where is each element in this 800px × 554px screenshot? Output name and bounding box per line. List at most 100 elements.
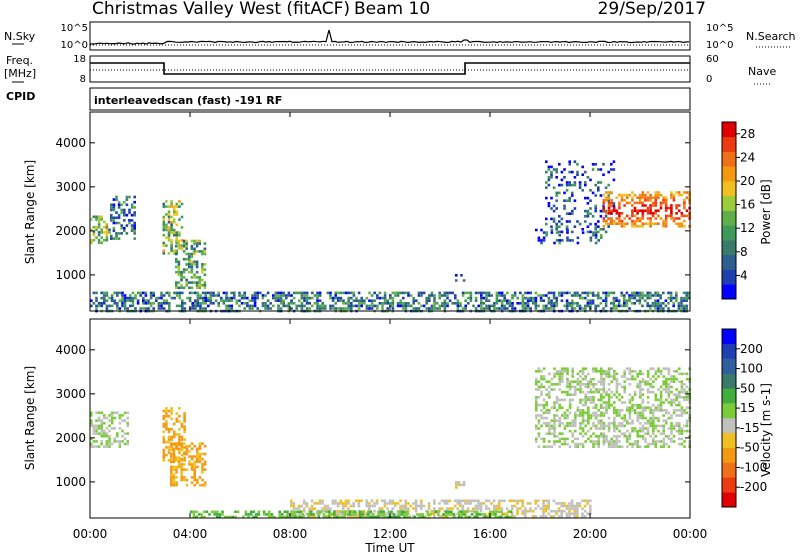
- heatmap-cell: [133, 211, 136, 214]
- heatmap-cell: [594, 307, 597, 310]
- heatmap-cell: [628, 442, 632, 446]
- heatmap-cell: [631, 214, 634, 218]
- heatmap-cell: [571, 191, 574, 195]
- heatmap-cell: [97, 302, 101, 305]
- heatmap-cell: [203, 468, 207, 471]
- heatmap-cell: [594, 406, 598, 409]
- heatmap-cell: [565, 515, 569, 518]
- heatmap-cell: [490, 304, 493, 308]
- heatmap-cell: [672, 219, 676, 223]
- heatmap-cell: [368, 304, 371, 308]
- heatmap-cell: [97, 215, 101, 219]
- heatmap-cell: [217, 302, 220, 305]
- heatmap-cell: [188, 296, 192, 300]
- heatmap-cell: [576, 220, 579, 223]
- heatmap-cell: [636, 299, 639, 302]
- heatmap-cell: [652, 422, 655, 425]
- heatmap-cell: [492, 504, 496, 508]
- heatmap-cell: [108, 445, 111, 448]
- heatmap-cell: [175, 231, 179, 234]
- heatmap-cell: [317, 515, 320, 519]
- heatmap-cell: [195, 260, 199, 264]
- heatmap-cell: [343, 510, 346, 514]
- heatmap-cell: [664, 304, 668, 308]
- heatmap-cell: [235, 302, 239, 305]
- heatmap-cell: [566, 236, 569, 240]
- heatmap-cell: [574, 419, 577, 422]
- heatmap-cell: [403, 510, 406, 514]
- heatmap-cell: [344, 499, 348, 503]
- heatmap-cell: [118, 445, 122, 448]
- heatmap-cell: [464, 304, 467, 308]
- heatmap-cell: [534, 304, 538, 308]
- heatmap-cell: [662, 445, 665, 448]
- heatmap-cell: [348, 513, 352, 516]
- heatmap-cell: [659, 385, 663, 389]
- heatmap-cell: [542, 437, 546, 441]
- heatmap-cell: [558, 432, 561, 435]
- heatmap-cell: [100, 429, 103, 433]
- heatmap-cell: [100, 215, 103, 219]
- heatmap-cell: [615, 304, 618, 308]
- heatmap-cell: [589, 427, 593, 430]
- heatmap-cell: [607, 201, 611, 205]
- heatmap-cell: [165, 414, 168, 418]
- heatmap-cell: [511, 307, 514, 310]
- heatmap-cell: [594, 222, 597, 226]
- x-tick-label: 00:00: [73, 527, 108, 541]
- heatmap-cell: [95, 432, 98, 435]
- heatmap-cell: [383, 302, 387, 305]
- heatmap-cell: [170, 455, 173, 458]
- heatmap-cell: [117, 237, 121, 240]
- heatmap-cell: [421, 513, 424, 516]
- heatmap-cell: [565, 512, 569, 516]
- velocity-panel-frame: [89, 318, 691, 519]
- heatmap-cell: [649, 193, 652, 197]
- heatmap-cell: [95, 228, 98, 232]
- heatmap-cell: [641, 429, 645, 433]
- heatmap-cell: [628, 296, 631, 300]
- heatmap-cell: [296, 515, 300, 519]
- heatmap-cell: [201, 270, 204, 274]
- heatmap-cell: [182, 268, 186, 271]
- heatmap-cell: [170, 478, 173, 482]
- heatmap-cell: [638, 217, 642, 220]
- heatmap-cell: [283, 510, 287, 514]
- heatmap-cell: [570, 502, 574, 505]
- heatmap-cell: [190, 442, 194, 445]
- time-axis: 00:00 04:00 08:00 12:00 16:00 20:00 00:00: [73, 112, 707, 541]
- heatmap-cell: [560, 222, 564, 226]
- heatmap-cell: [652, 427, 655, 430]
- heatmap-cell: [264, 304, 267, 308]
- heatmap-cell: [639, 435, 642, 438]
- heatmap-cell: [180, 247, 183, 251]
- heatmap-cell: [607, 212, 611, 215]
- heatmap-cell: [353, 510, 357, 514]
- heatmap-cell: [353, 513, 357, 516]
- heatmap-cell: [97, 411, 101, 415]
- heatmap-cell: [615, 385, 619, 389]
- heatmap-cell: [652, 385, 655, 389]
- heatmap-cell: [583, 515, 587, 518]
- heatmap-cell: [360, 304, 363, 308]
- heatmap-cell: [636, 416, 639, 420]
- heatmap-cell: [415, 299, 418, 302]
- heatmap-cell: [270, 513, 274, 516]
- colorbar-swatch: [722, 477, 736, 493]
- heatmap-cell: [571, 393, 574, 396]
- heatmap-cell: [177, 260, 181, 264]
- heatmap-cell: [167, 231, 171, 234]
- heatmap-cell: [607, 383, 611, 386]
- heatmap-cell: [180, 202, 184, 206]
- heatmap-cell: [602, 396, 606, 399]
- heatmap-cell: [283, 515, 287, 519]
- heatmap-cell: [125, 232, 129, 235]
- heatmap-cell: [282, 291, 285, 295]
- heatmap-cell: [414, 507, 418, 510]
- heatmap-cell: [429, 513, 432, 516]
- heatmap-cell: [482, 291, 486, 295]
- heatmap-cell: [631, 445, 634, 448]
- heatmap-cell: [565, 302, 569, 305]
- heatmap-cell: [665, 435, 668, 438]
- heatmap-cell: [654, 201, 658, 205]
